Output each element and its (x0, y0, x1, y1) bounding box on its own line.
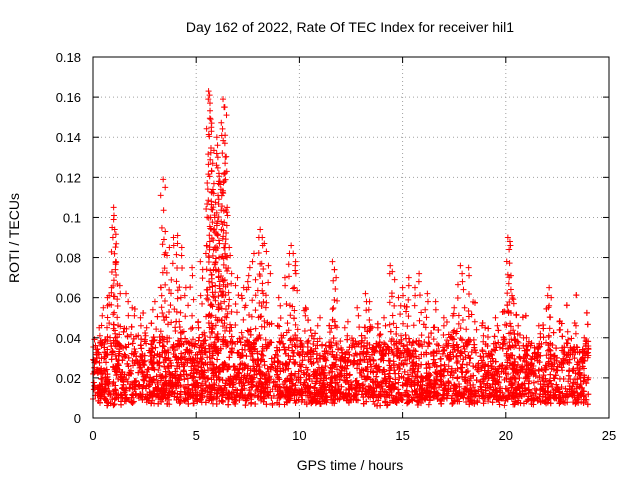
data-point (344, 377, 351, 384)
data-point (176, 400, 183, 407)
data-point (565, 378, 572, 385)
data-point (166, 308, 173, 315)
data-point (202, 378, 209, 385)
data-point (177, 388, 184, 395)
data-point (160, 343, 167, 350)
data-point (540, 334, 547, 341)
data-point (473, 349, 480, 356)
data-point (243, 353, 250, 360)
data-point (256, 332, 263, 339)
data-point (337, 338, 344, 345)
data-point (547, 371, 554, 378)
data-point (347, 359, 354, 366)
data-point (148, 320, 155, 327)
data-points (90, 88, 592, 409)
data-point (571, 319, 578, 326)
data-point (499, 309, 506, 316)
data-point (563, 302, 570, 309)
data-point (543, 352, 550, 359)
data-point (445, 363, 452, 370)
data-point (441, 361, 448, 368)
data-point (573, 292, 580, 299)
data-point (90, 379, 97, 386)
data-point (515, 339, 522, 346)
data-point (214, 356, 221, 363)
data-point (220, 398, 227, 405)
data-point (519, 314, 526, 321)
data-point (511, 379, 518, 386)
data-point (131, 305, 138, 312)
data-point (511, 355, 518, 362)
data-point (583, 309, 590, 316)
data-point (291, 315, 298, 322)
data-point (344, 318, 351, 325)
data-point (553, 345, 560, 352)
chart-title: Day 162 of 2022, Rate Of TEC Index for r… (186, 19, 514, 35)
data-point (346, 371, 353, 378)
data-point (534, 378, 541, 385)
data-point (387, 357, 394, 364)
data-point (395, 379, 402, 386)
data-point (454, 374, 461, 381)
data-point (559, 333, 566, 340)
data-point (585, 349, 592, 356)
data-point (214, 331, 221, 338)
data-point (407, 367, 414, 374)
data-point (322, 363, 329, 370)
data-point (402, 331, 409, 338)
data-point (154, 313, 161, 320)
data-point (422, 306, 429, 313)
data-point (495, 327, 502, 334)
data-point (266, 373, 273, 380)
data-point (513, 312, 520, 319)
data-point (319, 341, 326, 348)
data-point (348, 335, 355, 342)
data-point (176, 363, 183, 370)
data-point (189, 336, 196, 343)
data-point (479, 347, 486, 354)
data-point (530, 379, 537, 386)
data-point (444, 337, 451, 344)
data-point (550, 329, 557, 336)
data-point (103, 366, 110, 373)
data-point (584, 401, 591, 408)
data-point (161, 354, 168, 361)
data-point (239, 334, 246, 341)
data-point (491, 333, 498, 340)
data-point (140, 310, 147, 317)
data-point (503, 385, 510, 392)
data-point (421, 338, 428, 345)
data-point (253, 336, 260, 343)
data-point (196, 334, 203, 341)
data-point (425, 401, 432, 408)
data-point (149, 397, 156, 404)
data-point (354, 351, 361, 358)
data-point (188, 325, 195, 332)
data-point (387, 328, 394, 335)
data-point (485, 398, 492, 405)
data-point (492, 347, 499, 354)
data-point (501, 402, 508, 409)
data-point (470, 363, 477, 370)
data-point (228, 333, 235, 340)
data-point (404, 360, 411, 367)
data-point (275, 358, 282, 365)
data-point (522, 312, 529, 319)
data-point (254, 350, 261, 357)
data-point (124, 333, 131, 340)
data-point (546, 346, 553, 353)
data-point (390, 361, 397, 368)
data-point (516, 345, 523, 352)
data-point (566, 359, 573, 366)
data-point (484, 334, 491, 341)
